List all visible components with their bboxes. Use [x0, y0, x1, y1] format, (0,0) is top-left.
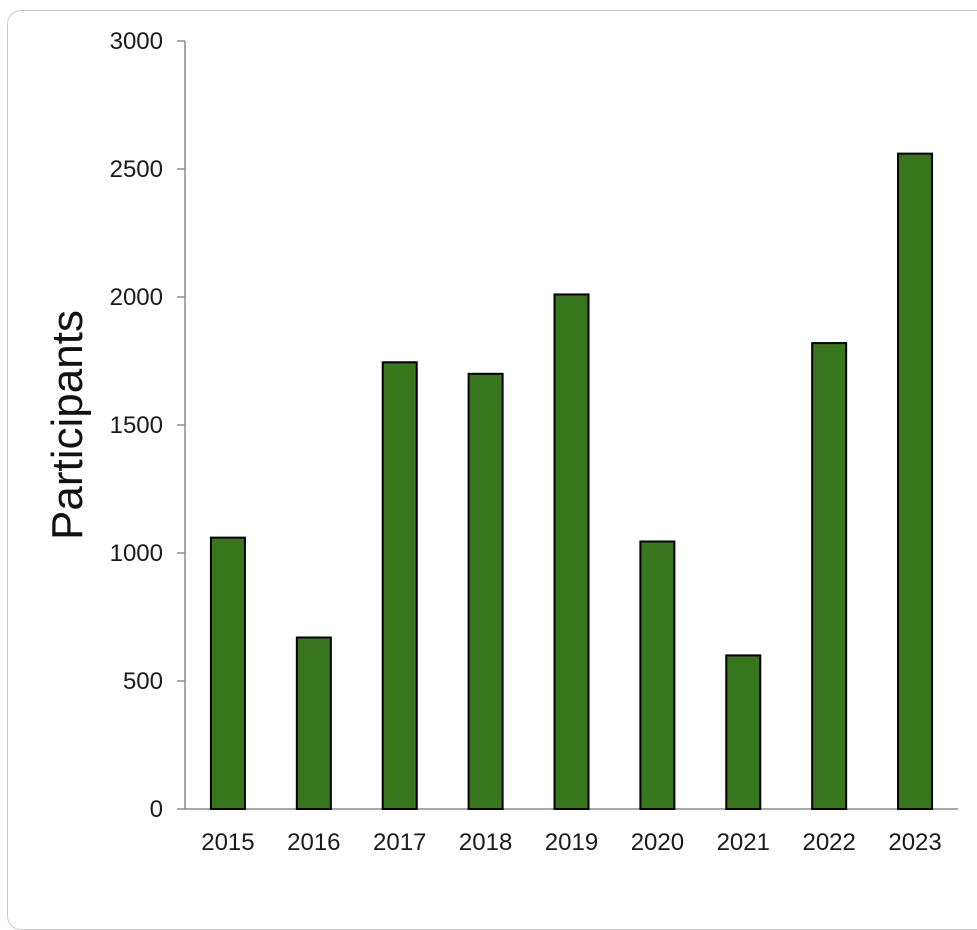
y-tick-label: 1500 — [110, 412, 163, 439]
bar-2015 — [209, 536, 246, 810]
y-tick-label: 3000 — [110, 28, 163, 55]
x-tick-label: 2021 — [717, 829, 770, 856]
x-tick-label: 2016 — [287, 829, 340, 856]
bar-2023 — [897, 152, 934, 810]
bar-2019 — [553, 293, 590, 810]
y-tick-label: 500 — [123, 668, 163, 695]
y-tick-label: 1000 — [110, 540, 163, 567]
x-tick-label: 2022 — [802, 829, 855, 856]
x-tick-label: 2017 — [373, 829, 426, 856]
bar-series — [209, 152, 934, 811]
bar-2021 — [725, 654, 762, 811]
x-tick-label: 2023 — [888, 829, 941, 856]
y-tick-label: 0 — [150, 796, 163, 823]
bar-2016 — [295, 636, 332, 810]
x-tick-label: 2020 — [631, 829, 684, 856]
x-tick-label: 2018 — [459, 829, 512, 856]
bar-2018 — [467, 372, 504, 810]
y-tick-label: 2000 — [110, 284, 163, 311]
y-axis-title: Participants — [43, 310, 92, 540]
bar-2022 — [811, 342, 848, 810]
bar-2020 — [639, 540, 676, 810]
x-tick-label: 2015 — [201, 829, 254, 856]
x-axis-labels: 2015 2016 2017 2018 2019 2020 2021 2022 2023 — [201, 829, 942, 856]
x-tick-label: 2019 — [545, 829, 598, 856]
y-tick-label: 2500 — [110, 156, 163, 183]
y-axis-ticks: 0 500 1000 1500 2000 2500 3000 — [110, 28, 185, 823]
bar-2017 — [381, 361, 418, 810]
